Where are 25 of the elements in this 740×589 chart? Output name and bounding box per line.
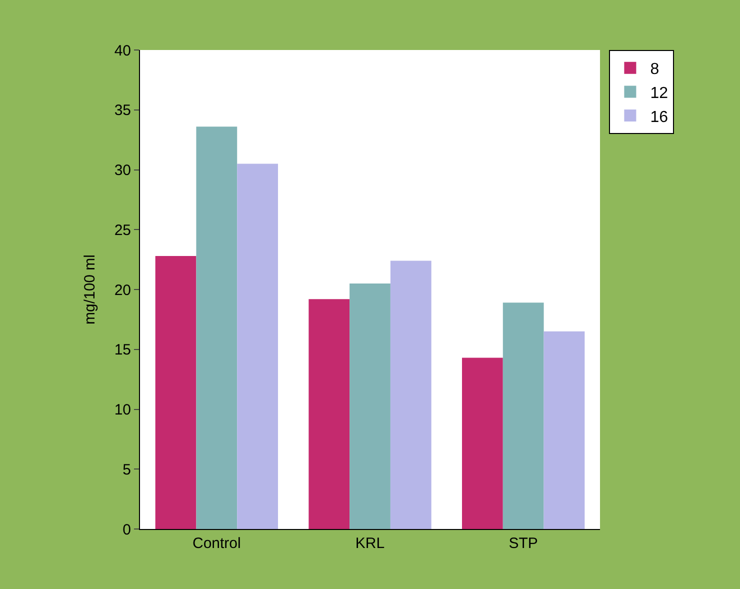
y-tick-label: 10 xyxy=(114,402,131,418)
legend-label: 8 xyxy=(650,61,660,78)
y-tick-label: 40 xyxy=(114,42,131,60)
bar xyxy=(196,126,238,529)
y-tick-label: 25 xyxy=(114,222,131,239)
y-tick-label: 30 xyxy=(114,162,131,179)
bar xyxy=(350,284,390,529)
legend-label: 16 xyxy=(650,108,668,126)
x-tick-label: KRL xyxy=(355,535,385,552)
bar xyxy=(462,358,503,529)
legend-label: 12 xyxy=(650,84,668,102)
y-axis-title: mg/100 ml xyxy=(82,254,99,325)
y-tick-label: 20 xyxy=(114,282,131,299)
bar xyxy=(544,331,585,529)
y-tick-label: 5 xyxy=(122,461,131,478)
y-tick-label: 15 xyxy=(114,342,131,359)
bar xyxy=(308,299,350,529)
y-tick-label: 35 xyxy=(114,102,131,120)
bar xyxy=(502,302,544,529)
x-tick-label: STP xyxy=(508,535,538,552)
y-tick-label: 0 xyxy=(122,521,131,538)
bar xyxy=(237,164,278,529)
bar xyxy=(390,260,432,529)
bar xyxy=(155,256,196,529)
x-tick-label: Control xyxy=(192,535,241,552)
